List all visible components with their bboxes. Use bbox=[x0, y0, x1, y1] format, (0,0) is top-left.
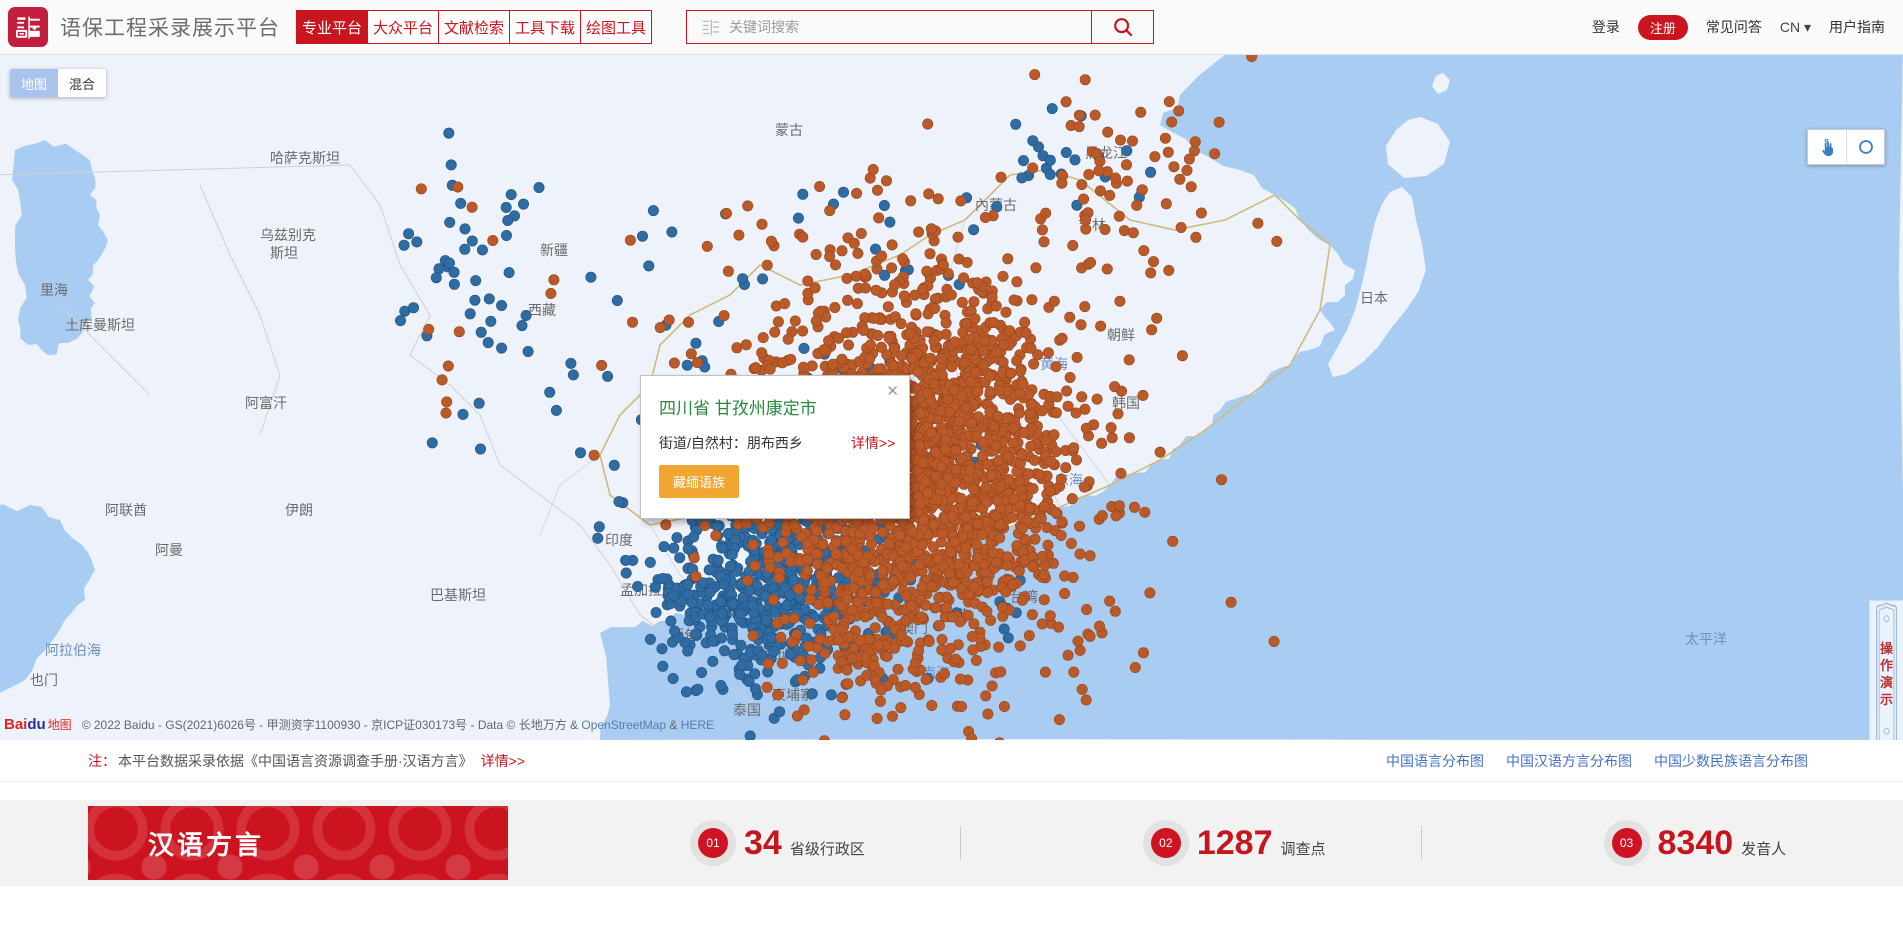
svg-text:也门: 也门 bbox=[30, 672, 58, 688]
svg-text:哈萨克斯坦: 哈萨克斯坦 bbox=[270, 150, 340, 166]
svg-text:伊朗: 伊朗 bbox=[285, 502, 313, 518]
svg-text:巴基斯坦: 巴基斯坦 bbox=[430, 587, 486, 603]
svg-text:阿联酋: 阿联酋 bbox=[105, 502, 147, 518]
svg-text:新疆: 新疆 bbox=[540, 242, 568, 258]
svg-text:蒙古: 蒙古 bbox=[775, 122, 803, 138]
svg-text:朝鲜: 朝鲜 bbox=[1107, 327, 1135, 343]
svg-text:斯坦: 斯坦 bbox=[270, 245, 298, 261]
svg-text:西藏: 西藏 bbox=[528, 302, 556, 318]
svg-text:阿拉伯海: 阿拉伯海 bbox=[45, 642, 101, 658]
svg-text:阿富汗: 阿富汗 bbox=[245, 395, 287, 411]
svg-text:韩国: 韩国 bbox=[1112, 395, 1140, 411]
svg-text:太平洋: 太平洋 bbox=[1685, 631, 1727, 647]
svg-text:日本: 日本 bbox=[1360, 290, 1388, 306]
svg-text:土库曼斯坦: 土库曼斯坦 bbox=[65, 317, 135, 333]
svg-text:阿曼: 阿曼 bbox=[155, 542, 183, 558]
svg-text:印度: 印度 bbox=[605, 532, 633, 548]
svg-text:里海: 里海 bbox=[40, 282, 68, 298]
svg-text:乌兹别克: 乌兹别克 bbox=[260, 227, 316, 243]
